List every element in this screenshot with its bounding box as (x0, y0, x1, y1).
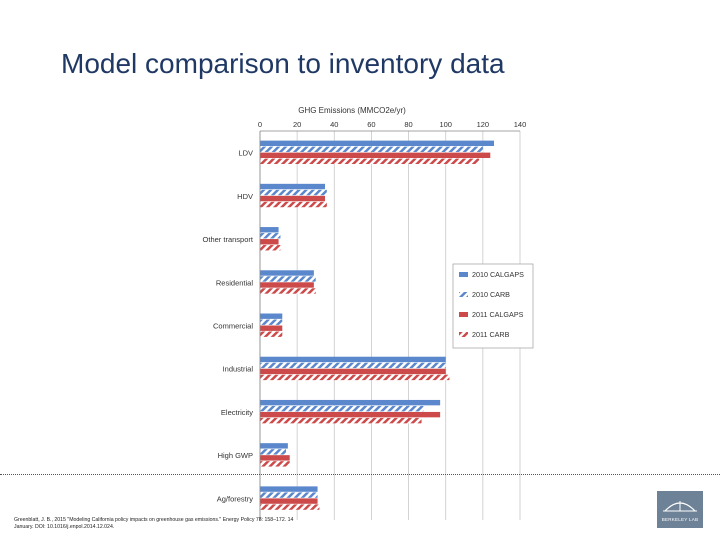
bar (260, 276, 316, 282)
legend-swatch (459, 332, 468, 337)
ghg-emissions-chart: GHG Emissions (MMCO2e/yr) 0 20 40 60 80 100 120… (203, 106, 534, 520)
category-label: Industrial (223, 365, 254, 374)
bar (260, 152, 491, 159)
category-label: LDV (238, 149, 253, 158)
bar (260, 183, 325, 190)
bar (260, 245, 281, 251)
legend: 2010 CALGAPS 2010 CARB 2011 CALGAPS 2011 CA… (452, 263, 534, 349)
gridlines (259, 131, 521, 520)
bar (260, 146, 483, 153)
legend-label: 2011 CALGAPS (472, 310, 524, 319)
bar (260, 486, 318, 492)
legend-label: 2010 CALGAPS (472, 270, 524, 279)
bar (260, 313, 283, 319)
bar (260, 195, 325, 202)
bar (260, 140, 494, 147)
category-label: Residential (216, 278, 253, 287)
x-tick-label: 80 (404, 120, 412, 129)
legend-swatch (459, 312, 468, 317)
bar (260, 498, 318, 504)
x-tick-label: 100 (439, 120, 452, 129)
bar (260, 239, 279, 245)
logo-label: BERKELEY LAB (661, 517, 699, 522)
legend-label: 2011 CARB (472, 330, 510, 339)
bar (260, 368, 446, 375)
legend-swatch (459, 292, 468, 297)
bar (260, 356, 446, 363)
legend-label: 2010 CARB (472, 290, 510, 299)
bar (260, 362, 446, 369)
category-label: High GWP (218, 451, 253, 460)
bar (260, 325, 283, 331)
bar (260, 405, 424, 412)
x-tick-label: 0 (258, 120, 262, 129)
citation-line-1: Greenblatt, J. B., 2015 "Modeling Califo… (14, 517, 294, 523)
bar (260, 411, 441, 418)
bars (260, 140, 494, 510)
chart-panel: GHG Emissions (MMCO2e/yr) 0 20 40 60 80 100 120… (180, 88, 537, 530)
slide-title: Model comparison to inventory data (61, 48, 505, 79)
category-label: HDV (237, 192, 253, 201)
bar (260, 288, 316, 294)
bar (260, 201, 327, 208)
bar (260, 374, 450, 381)
bar (260, 227, 279, 233)
slide-divider (0, 474, 720, 475)
axes: GHG Emissions (MMCO2e/yr) 0 20 40 60 80 100 120… (203, 106, 527, 520)
x-tick-label: 120 (477, 120, 490, 129)
bar (260, 189, 327, 196)
x-tick-label: 60 (367, 120, 375, 129)
x-tick-label: 20 (293, 120, 301, 129)
category-label: Commercial (213, 322, 253, 331)
citation-line-2: January. DOI: 10.1016/j.enpol.2014.12.02… (14, 524, 115, 530)
bar (260, 461, 290, 467)
category-label: Electricity (221, 408, 253, 417)
category-label: Other transport (203, 235, 254, 244)
x-tick-label: 40 (330, 120, 338, 129)
bar (260, 449, 286, 455)
bar (260, 399, 441, 406)
bar (260, 158, 480, 165)
bar (260, 417, 422, 424)
bar (260, 492, 318, 498)
citation: Greenblatt, J. B., 2015 "Modeling Califo… (14, 517, 293, 531)
bar (260, 455, 290, 461)
bar (260, 270, 314, 276)
bar (260, 319, 283, 325)
category-label: Ag/forestry (217, 494, 254, 503)
berkeley-lab-logo: BERKELEY LAB (657, 491, 703, 528)
bar (260, 282, 314, 288)
logo-building-icon (663, 501, 697, 512)
bar (260, 331, 283, 337)
bar (260, 443, 288, 449)
legend-swatch (459, 272, 468, 277)
x-tick-label: 140 (514, 120, 527, 129)
bar (260, 233, 281, 239)
bar (260, 504, 320, 510)
chart-title: GHG Emissions (MMCO2e/yr) (298, 106, 406, 115)
